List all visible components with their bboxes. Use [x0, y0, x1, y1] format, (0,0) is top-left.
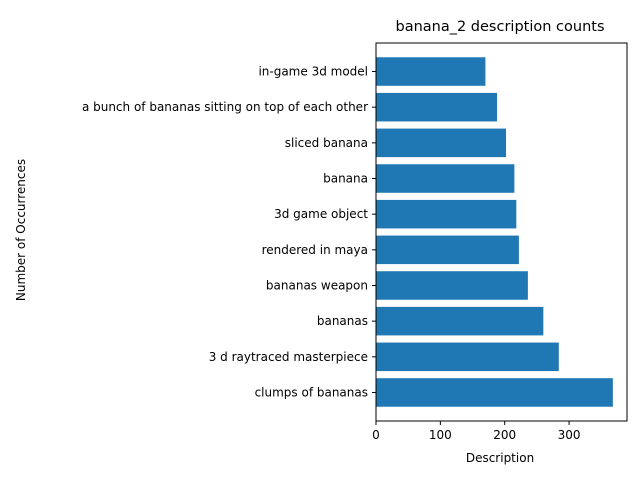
- bar: [376, 378, 613, 407]
- y-tick-label: banana: [323, 172, 368, 186]
- x-tick-label: 0: [372, 428, 380, 442]
- x-tick-label: 200: [493, 428, 516, 442]
- y-tick-label: bananas: [317, 314, 368, 328]
- y-tick-label: a bunch of bananas sitting on top of eac…: [82, 100, 368, 114]
- y-tick-label: 3 d raytraced masterpiece: [209, 350, 368, 364]
- y-tick-label: rendered in maya: [262, 243, 368, 257]
- chart-title: banana_2 description counts: [395, 19, 604, 35]
- y-tick-label: sliced banana: [285, 136, 368, 150]
- bar: [376, 306, 544, 336]
- bar: [376, 57, 486, 86]
- bars: [376, 57, 613, 407]
- y-tick-label: 3d game object: [274, 207, 368, 221]
- y-tick-label: clumps of bananas: [255, 385, 368, 399]
- x-tick-label: 100: [429, 428, 452, 442]
- bar: [376, 342, 559, 372]
- bar: [376, 235, 519, 265]
- x-axis-ticks: 0 100 200 300: [372, 421, 581, 442]
- x-axis-label: Description: [466, 451, 534, 465]
- y-tick-label: in-game 3d model: [258, 65, 368, 79]
- bar: [376, 199, 517, 229]
- y-axis-label: Number of Occurrences: [14, 159, 28, 301]
- x-tick-label: 300: [558, 428, 581, 442]
- bar: [376, 128, 507, 158]
- bar: [376, 164, 515, 193]
- y-tick-label: bananas weapon: [266, 278, 368, 292]
- bar: [376, 271, 528, 300]
- bar: [376, 92, 497, 122]
- plot-frame: [375, 42, 628, 422]
- y-axis-ticks: clumps of bananas 3 d raytraced masterpie…: [82, 65, 376, 399]
